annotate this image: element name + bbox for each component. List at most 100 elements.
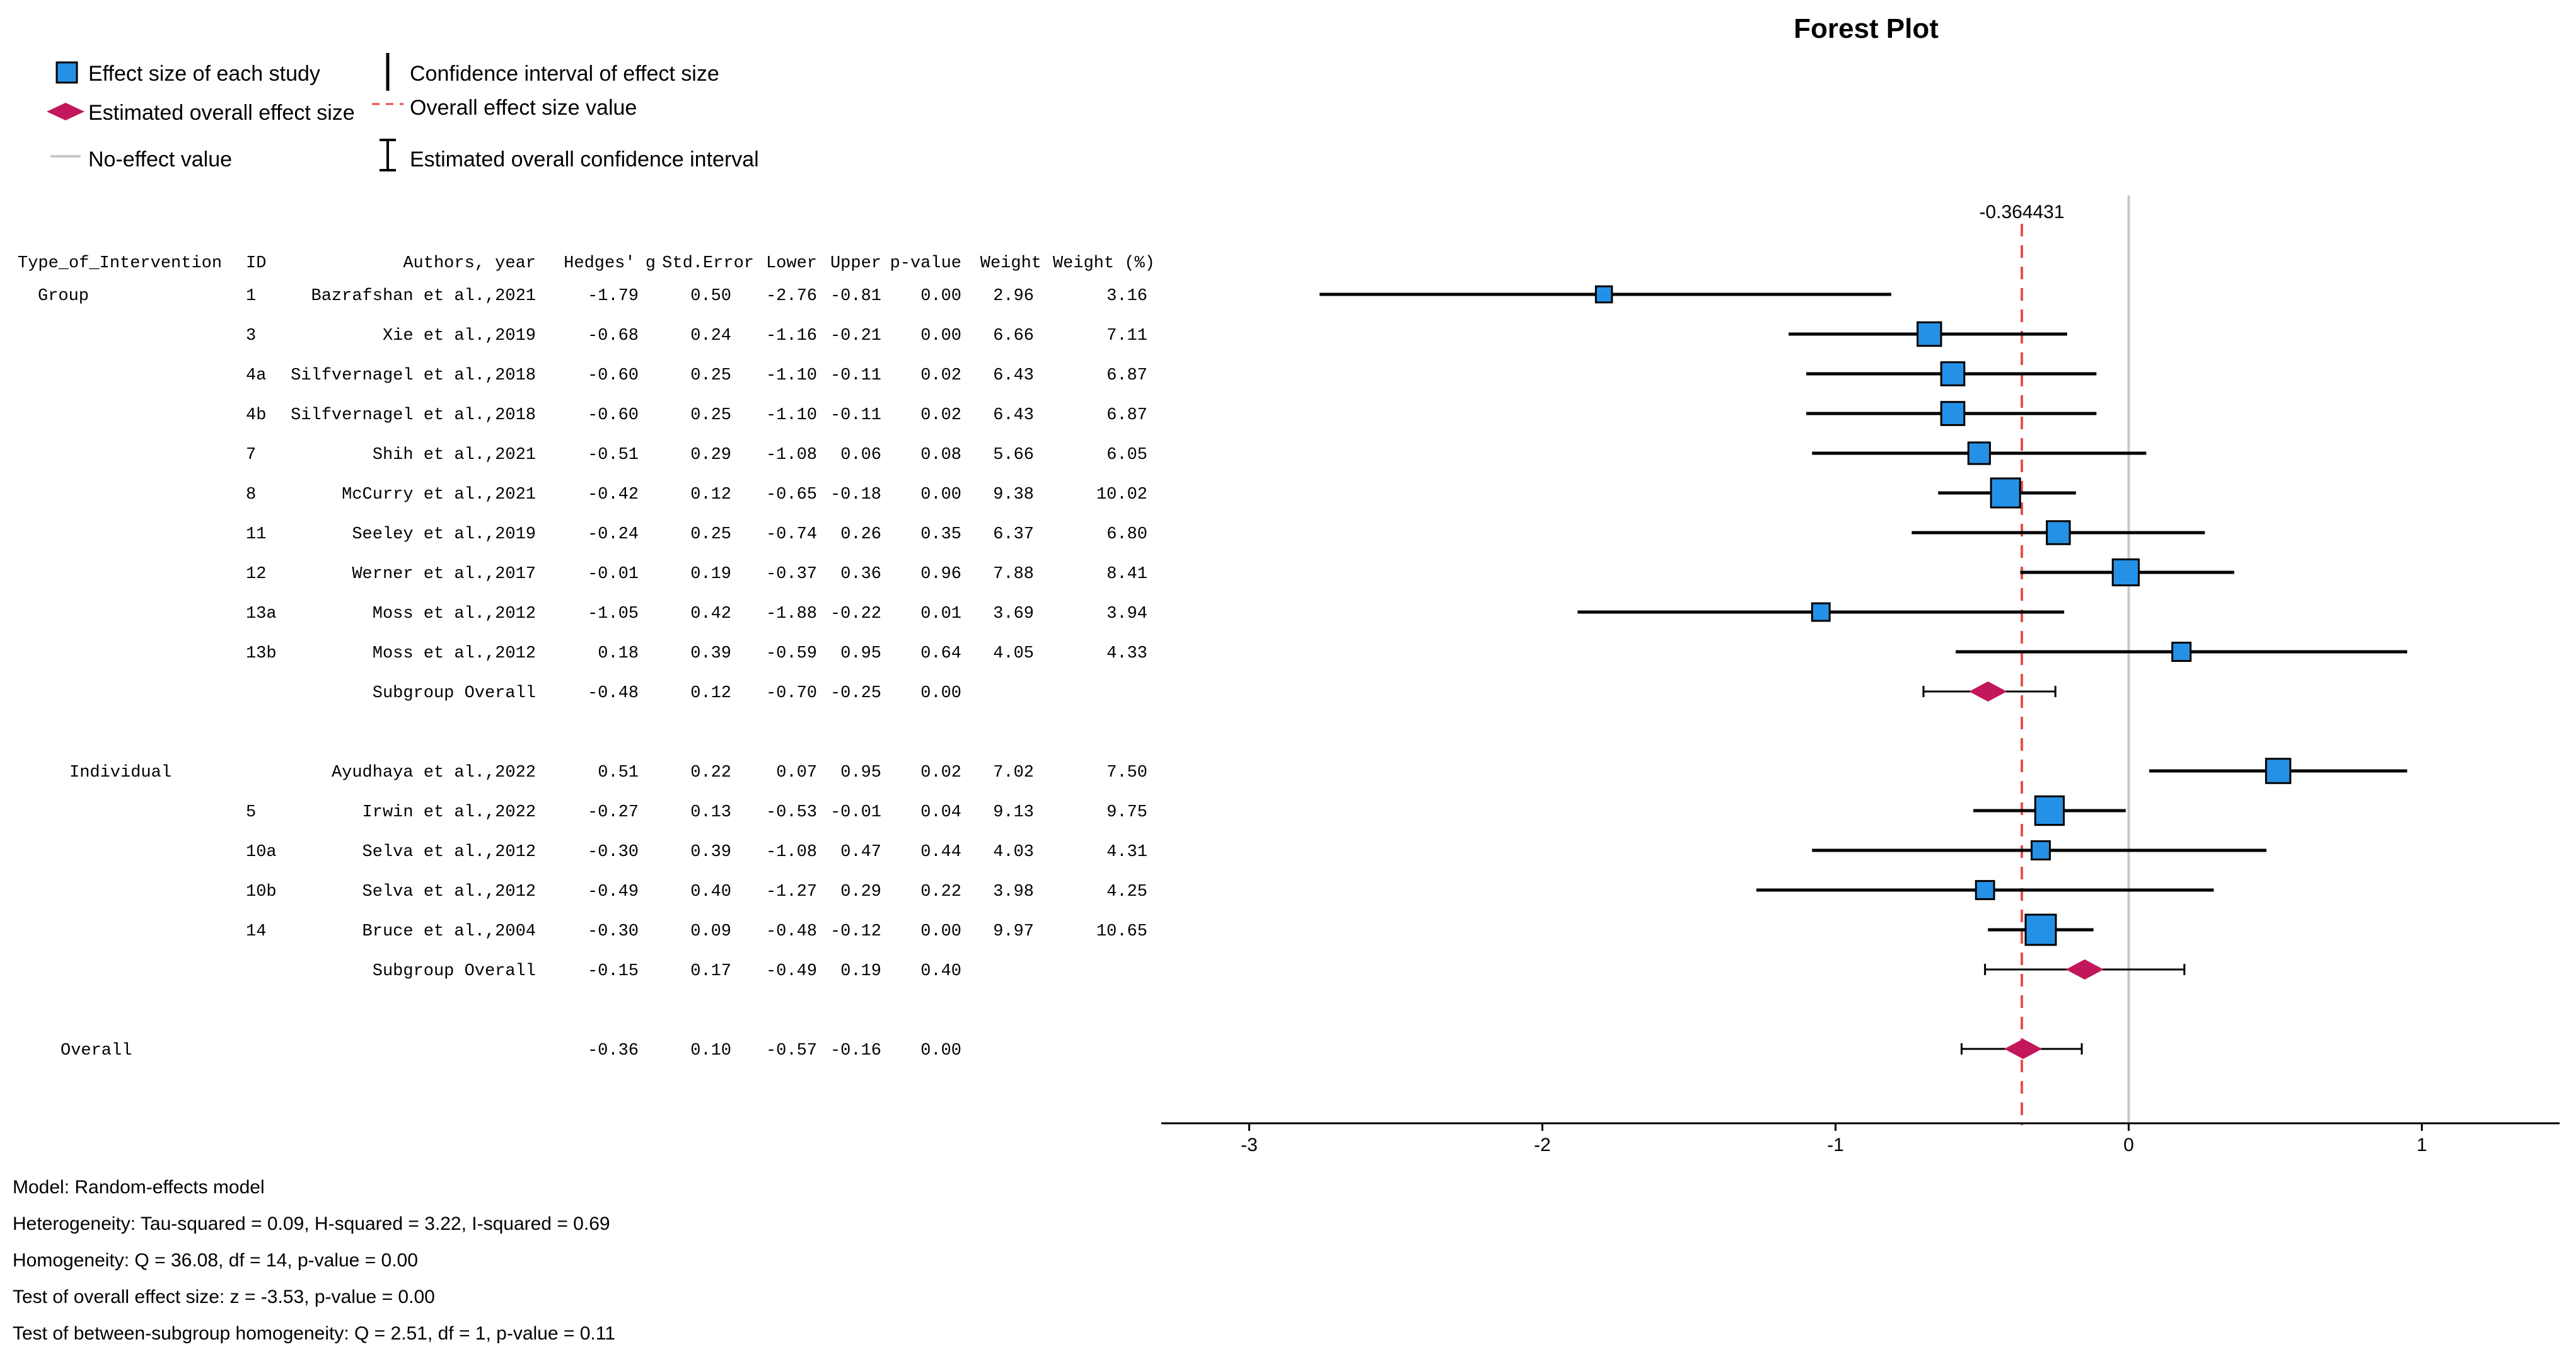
cell-id: 10b [246,882,277,901]
cell-upper: -0.11 [830,366,881,385]
study-row: 11 Seeley et al.,2019 -0.24 0.25 -0.74 0.26 0.… [246,525,1147,544]
cell-weight-pct: 6.80 [1106,525,1147,544]
cell-weight: 6.37 [993,525,1034,544]
cell-std-error: 0.50 [690,287,731,306]
cell-std-error: 0.22 [690,763,731,782]
study-effect-square [1594,285,1613,304]
cell-id: 5 [246,803,256,822]
cell-author: Seeley et al.,2019 [352,525,536,544]
cell-weight: 6.43 [993,366,1034,385]
cell-weight-pct: 6.87 [1106,366,1147,385]
cell-p-value: 0.22 [920,882,961,901]
cell-std-error: 0.40 [690,882,731,901]
cell-hedges-g: -0.36 [588,1041,639,1060]
cell-p-value: 0.04 [920,803,961,822]
study-row: Group 1 Bazrafshan et al.,2021 -1.79 0.50 -2.… [38,287,1147,306]
cell-lower: -2.76 [766,287,817,306]
study-row: Individual Ayudhaya et al.,2022 0.51 0.22 0.… [69,763,1147,782]
cell-type: Individual [69,763,171,782]
cell-weight: 9.97 [993,922,1034,941]
study-effect-square [1811,602,1831,622]
cell-hedges-g: -0.30 [588,843,639,862]
cell-weight: 3.98 [993,882,1034,901]
cell-upper: -0.16 [830,1041,881,1060]
cell-weight: 4.03 [993,843,1034,862]
table-header: Type_of_Intervention ID Authors, year He… [18,254,1155,273]
footer-stats: Model: Random-effects model Heterogeneit… [13,1177,615,1344]
overall-effect-value-label: -0.364431 [1979,202,2064,223]
footer-overall-test: Test of overall effect size: z = -3.53, … [13,1287,435,1307]
cell-author: Selva et al.,2012 [363,843,536,862]
cell-std-error: 0.13 [690,803,731,822]
cell-weight: 5.66 [993,446,1034,465]
study-row: 14 Bruce et al.,2004 -0.30 0.09 -0.48 -0.12 0.… [246,922,1147,941]
x-tick-label: -2 [1534,1135,1551,1155]
cell-lower: -0.48 [766,922,817,941]
cell-std-error: 0.12 [690,485,731,504]
cell-hedges-g: -0.60 [588,406,639,425]
study-row: 13b Moss et al.,2012 0.18 0.39 -0.59 0.95 0.64… [246,644,1147,663]
cell-weight: 4.05 [993,644,1034,663]
cell-author: Subgroup Overall [373,684,536,703]
cell-std-error: 0.25 [690,406,731,425]
cell-upper: -0.01 [830,803,881,822]
cell-weight: 3.69 [993,605,1034,623]
cell-upper: 0.06 [840,446,881,465]
cell-weight-pct: 8.41 [1106,565,1147,584]
cell-std-error: 0.12 [690,684,731,703]
study-row: 8 McCurry et al.,2021 -0.42 0.12 -0.65 -0.18 0… [246,485,1147,504]
cell-weight-pct: 3.16 [1106,287,1147,306]
cell-lower: -1.08 [766,843,817,862]
cell-hedges-g: -0.68 [588,327,639,345]
header-hedges-g: Hedges' g [564,254,656,273]
cell-author: Shih et al.,2021 [373,446,536,465]
study-effect-square [1967,441,1991,465]
cell-weight-pct: 10.65 [1096,922,1147,941]
cell-id: 8 [246,485,256,504]
header-lower: Lower [766,254,817,273]
legend-diamond-icon [47,103,84,120]
cell-p-value: 0.00 [920,327,961,345]
cell-p-value: 0.01 [920,605,961,623]
cell-upper: 0.29 [840,882,881,901]
cell-lower: -0.49 [766,962,817,981]
footer-between-subgroup: Test of between-subgroup homogeneity: Q … [13,1323,615,1344]
cell-type: Overall [61,1041,132,1060]
pooled-effect-diamond [2065,959,2104,980]
cell-lower: -0.59 [766,644,817,663]
cell-hedges-g: -1.05 [588,605,639,623]
cell-upper: -0.22 [830,605,881,623]
study-effect-square [2034,795,2065,826]
cell-std-error: 0.19 [690,565,731,584]
study-effect-square [1917,321,1942,347]
cell-std-error: 0.17 [690,962,731,981]
header-weight-pct: Weight (%) [1053,254,1155,273]
cell-weight-pct: 6.05 [1106,446,1147,465]
cell-p-value: 0.44 [920,843,961,862]
cell-p-value: 0.64 [920,644,961,663]
study-row: 12 Werner et al.,2017 -0.01 0.19 -0.37 0.36 0.… [246,565,1147,584]
subgroup-row: Subgroup Overall -0.15 0.17 -0.49 0.19 0.40 [373,962,961,981]
x-axis-ticks: -3 -2 -1 0 1 [1241,1123,2427,1155]
legend-effect-size-label: Effect size of each study [88,62,320,86]
legend-overall-value-label: Overall effect size value [410,96,637,120]
cell-hedges-g: -0.48 [588,684,639,703]
cell-std-error: 0.39 [690,843,731,862]
study-effect-square [2111,558,2140,587]
x-tick-label: 1 [2416,1135,2427,1155]
cell-author: Moss et al.,2012 [373,644,536,663]
cell-upper: 0.95 [840,644,881,663]
cell-hedges-g: -0.24 [588,525,639,544]
cell-upper: -0.21 [830,327,881,345]
cell-weight-pct: 4.31 [1106,843,1147,862]
cell-upper: 0.47 [840,843,881,862]
cell-p-value: 0.40 [920,962,961,981]
study-row: 13a Moss et al.,2012 -1.05 0.42 -1.88 -0.22 0.… [246,605,1147,623]
footer-model: Model: Random-effects model [13,1177,265,1198]
header-id: ID [246,254,266,273]
study-row: 4a Silfvernagel et al.,2018 -0.60 0.25 -1.10… [246,366,1147,385]
cell-id: 4b [246,406,266,425]
cell-hedges-g: -1.79 [588,287,639,306]
study-effect-square [1990,477,2021,509]
cell-upper: 0.36 [840,565,881,584]
